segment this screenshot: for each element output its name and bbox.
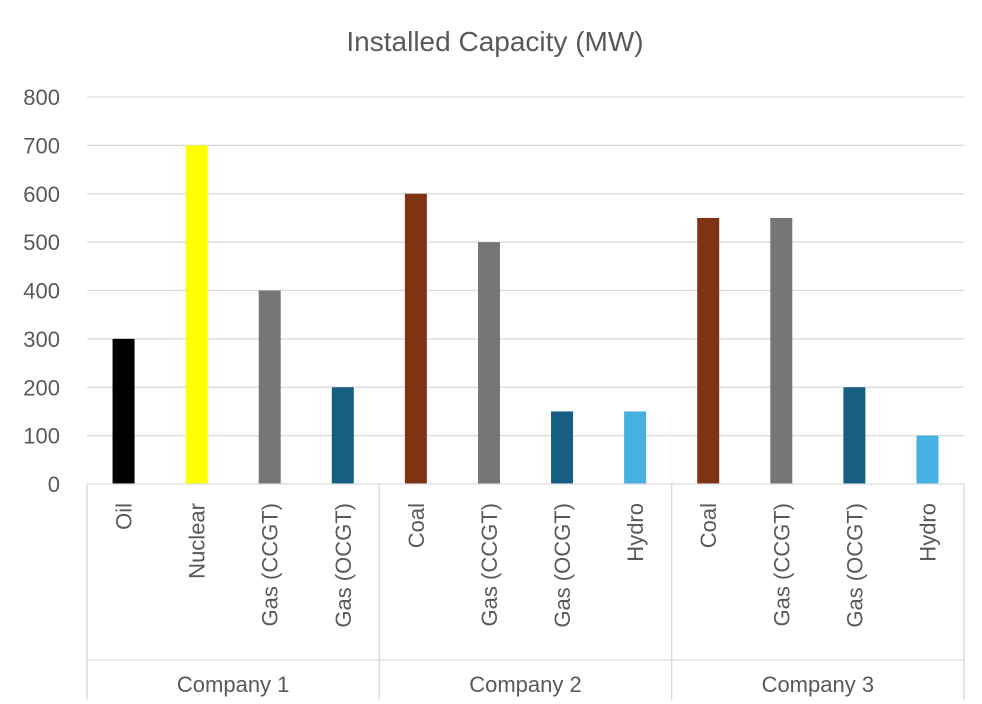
x-category-label: Gas (CCGT): [258, 503, 283, 626]
bar: [112, 338, 135, 484]
x-group-label: Company 1: [177, 672, 290, 697]
y-tick-label: 200: [23, 375, 60, 400]
x-category-label: Gas (OCGT): [550, 503, 575, 628]
x-category-label: Coal: [696, 503, 721, 548]
y-tick-label: 600: [23, 182, 60, 207]
x-category-label: Gas (OCGT): [842, 503, 867, 628]
x-category-label: Nuclear: [185, 503, 210, 579]
bar: [331, 387, 354, 484]
bar: [404, 193, 427, 484]
bar: [697, 217, 720, 484]
gridlines: [87, 96, 964, 437]
bars: [112, 145, 939, 484]
x-category-label: Gas (CCGT): [769, 503, 794, 626]
bar: [258, 290, 281, 484]
y-axis-tick-labels: 0 100 200 300 400 500 600 700 800: [23, 85, 60, 497]
x-group-label: Company 3: [762, 672, 875, 697]
y-tick-label: 800: [23, 85, 60, 110]
bar: [624, 411, 647, 484]
y-tick-label: 500: [23, 230, 60, 255]
x-group-label: Company 2: [469, 672, 582, 697]
bar: [770, 217, 793, 484]
y-tick-label: 100: [23, 424, 60, 449]
x-axis-category-labels: Oil Nuclear Gas (CCGT) Gas (OCGT) Coal Gas (C…: [112, 503, 941, 628]
chart-title: Installed Capacity (MW): [346, 26, 643, 57]
bar: [843, 387, 866, 484]
y-tick-label: 700: [23, 133, 60, 158]
x-category-label: Gas (CCGT): [477, 503, 502, 626]
bar: [185, 145, 208, 484]
x-category-label: Oil: [112, 503, 137, 530]
bar: [477, 242, 500, 484]
x-category-label: Hydro: [623, 503, 648, 562]
bar: [551, 411, 574, 484]
y-tick-label: 0: [48, 472, 60, 497]
x-category-label: Gas (OCGT): [331, 503, 356, 628]
x-category-label: Hydro: [915, 503, 940, 562]
x-axis-group-labels: Company 1 Company 2 Company 3: [177, 672, 874, 697]
x-category-label: Coal: [404, 503, 429, 548]
bar: [916, 435, 939, 484]
x-axis: [86, 483, 965, 700]
y-tick-label: 400: [23, 279, 60, 304]
y-tick-label: 300: [23, 327, 60, 352]
